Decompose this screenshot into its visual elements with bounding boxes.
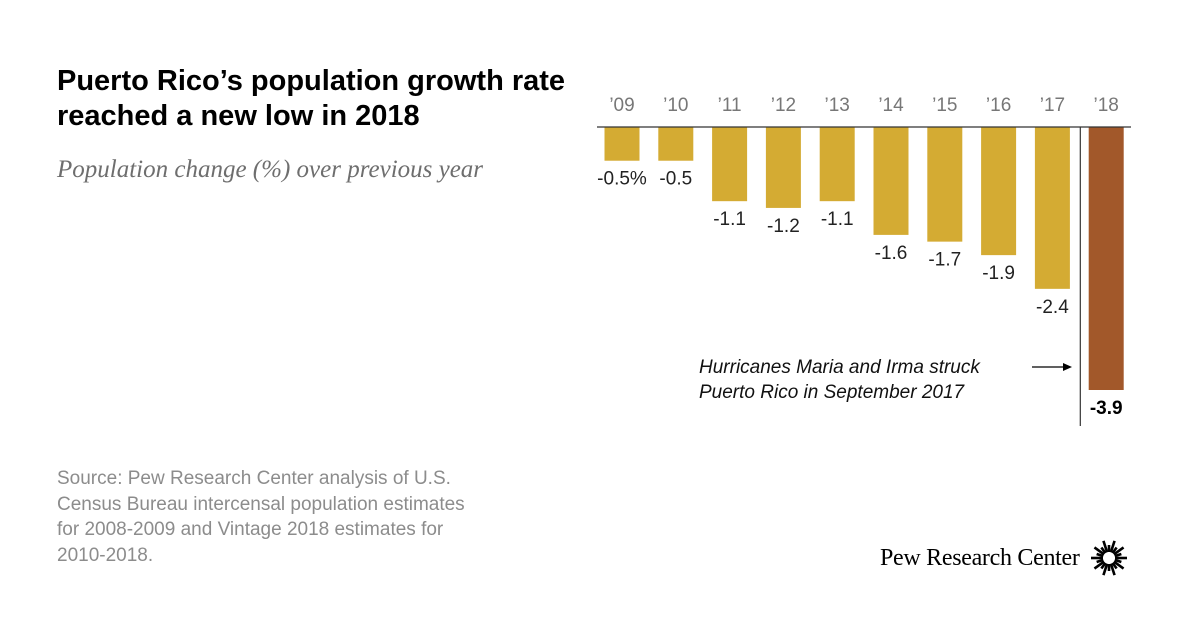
bar bbox=[658, 127, 694, 161]
bar bbox=[927, 127, 963, 242]
bar bbox=[1088, 127, 1124, 390]
data-label: -1.6 bbox=[875, 243, 908, 264]
data-label: -2.4 bbox=[1036, 297, 1069, 318]
annotation-arrowhead-icon bbox=[1063, 363, 1072, 371]
bar bbox=[981, 127, 1017, 256]
chart-subtitle: Population change (%) over previous year bbox=[57, 156, 484, 183]
data-label: -1.1 bbox=[713, 209, 746, 230]
data-label: -3.9 bbox=[1090, 398, 1123, 419]
brand-name: Pew Research Center bbox=[880, 544, 1080, 571]
tick-label: ’12 bbox=[771, 95, 796, 116]
data-label: -0.5% bbox=[597, 169, 647, 190]
data-label: -1.9 bbox=[982, 263, 1015, 284]
annotation-line-2: Puerto Rico in September 2017 bbox=[699, 382, 966, 403]
bar bbox=[765, 127, 801, 208]
tick-label: ’18 bbox=[1094, 95, 1119, 116]
bar bbox=[712, 127, 748, 202]
bar bbox=[604, 127, 640, 161]
pew-logo: Pew Research Center bbox=[880, 538, 1129, 578]
bar bbox=[819, 127, 855, 202]
tick-label: ’16 bbox=[986, 95, 1011, 116]
source-note: Source: Pew Research Center analysis of … bbox=[57, 468, 465, 566]
data-label: -1.7 bbox=[928, 250, 961, 271]
bar bbox=[873, 127, 909, 235]
data-label: -1.1 bbox=[821, 209, 854, 230]
data-label: -0.5 bbox=[659, 169, 692, 190]
annotation-line-1: Hurricanes Maria and Irma struck bbox=[699, 357, 981, 378]
bar bbox=[1034, 127, 1070, 289]
tick-label: ’14 bbox=[878, 95, 904, 116]
tick-label: ’15 bbox=[932, 95, 957, 116]
chart-title: Puerto Rico’s population growth rate rea… bbox=[57, 65, 566, 132]
pew-sunburst-icon bbox=[1090, 540, 1127, 576]
tick-label: ’09 bbox=[609, 95, 634, 116]
tick-label: ’13 bbox=[825, 95, 850, 116]
tick-label: ’17 bbox=[1040, 95, 1065, 116]
tick-label: ’10 bbox=[663, 95, 688, 116]
tick-label: ’11 bbox=[718, 95, 742, 116]
data-label: -1.2 bbox=[767, 216, 800, 237]
